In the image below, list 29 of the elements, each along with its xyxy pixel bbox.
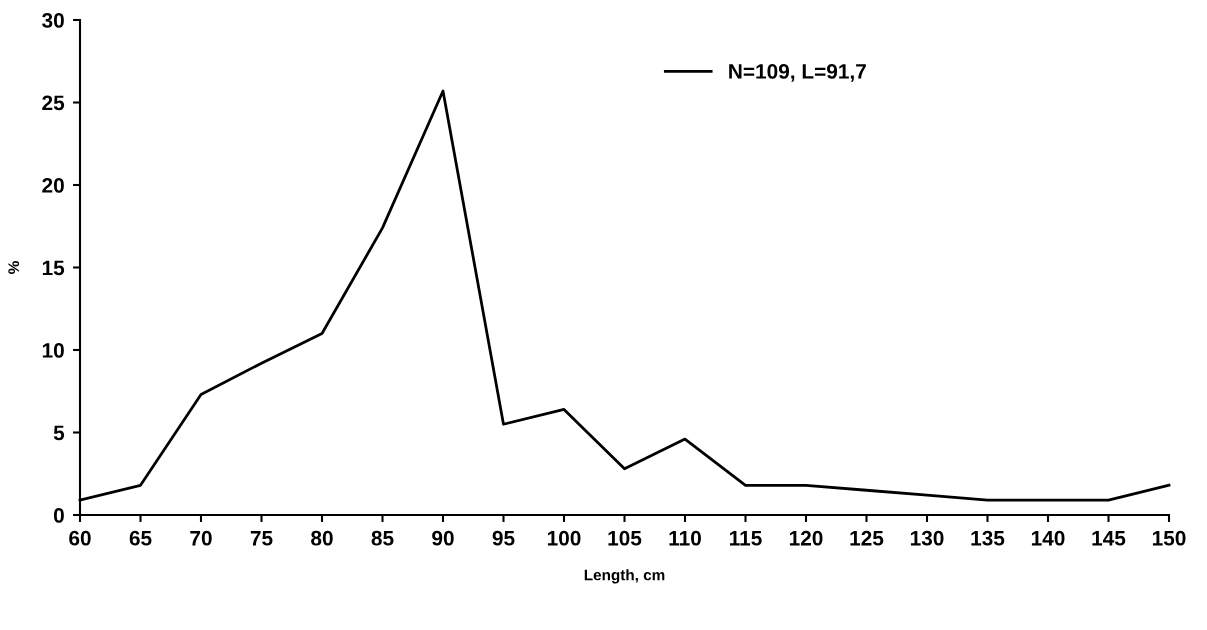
y-tick-label: 25	[42, 95, 65, 111]
x-tick-label: 135	[971, 530, 1005, 546]
x-tick-label: 85	[371, 530, 394, 546]
x-tick-label: 70	[190, 530, 212, 546]
x-tick-label: 110	[669, 530, 701, 546]
x-tick-label: 75	[250, 531, 273, 546]
x-tick-label: 130	[910, 530, 944, 546]
y-tick-label: 30	[42, 13, 64, 28]
x-tick-label: 120	[789, 530, 823, 546]
x-tick-label: 145	[1092, 531, 1126, 546]
legend-label: N=109, L=91,7	[729, 64, 866, 82]
x-axis-title: Length, cm	[584, 569, 665, 584]
x-tick-label: 95	[492, 530, 515, 546]
x-tick-label: 100	[547, 530, 581, 546]
y-tick-label: 15	[42, 260, 65, 276]
y-tick-label: 5	[53, 425, 65, 441]
x-tick-label: 125	[850, 530, 884, 546]
x-tick-label: 90	[432, 530, 454, 546]
x-tick-label: 80	[311, 530, 333, 546]
x-tick-label: 150	[1152, 530, 1186, 546]
y-axis-title: %	[8, 261, 20, 274]
x-tick-label: 105	[608, 530, 642, 546]
x-tick-label: 60	[69, 530, 91, 546]
x-tick-label: 65	[129, 530, 152, 546]
y-tick-label: 20	[42, 178, 64, 193]
y-tick-label: 10	[42, 343, 64, 358]
x-tick-label: 115	[730, 531, 762, 546]
x-tick-label: 140	[1031, 530, 1065, 546]
y-tick-label: 0	[53, 508, 64, 523]
